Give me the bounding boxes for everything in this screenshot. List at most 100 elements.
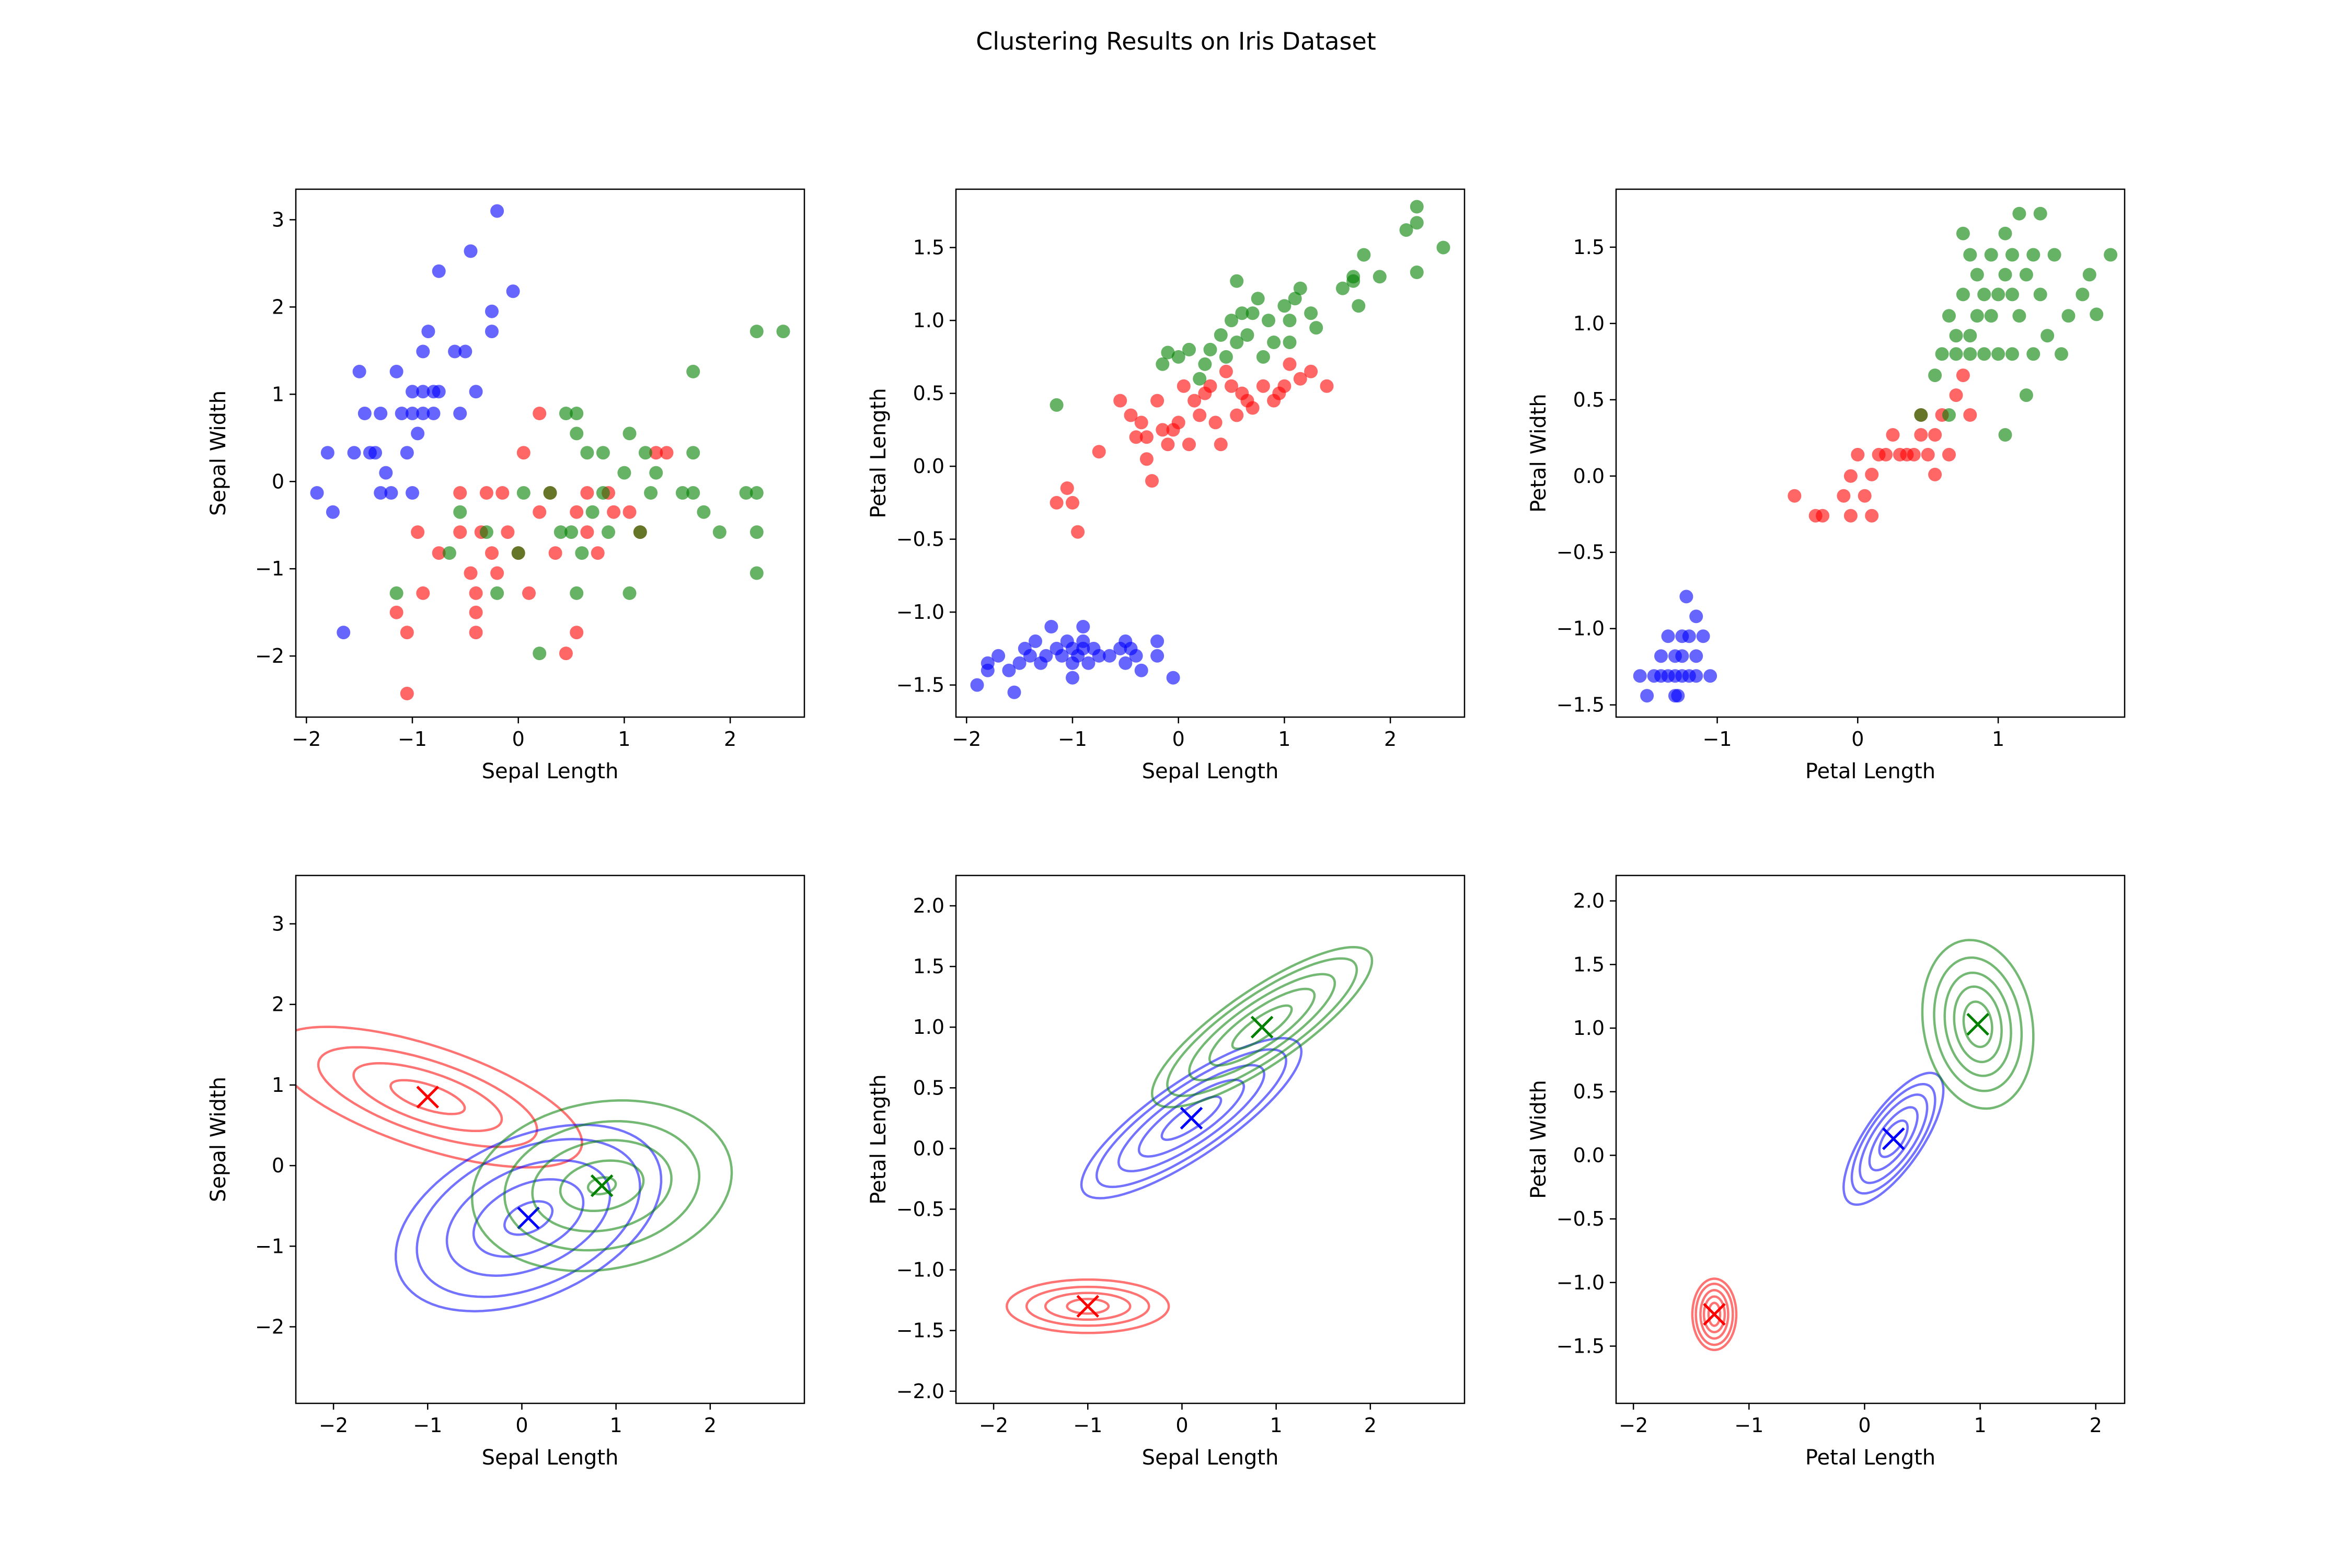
data-point — [981, 663, 995, 677]
contour-line — [1943, 971, 2012, 1077]
data-point — [580, 486, 594, 500]
data-point — [411, 525, 425, 539]
data-point — [495, 486, 510, 500]
data-point — [421, 325, 435, 339]
x-tick-label: −1 — [1073, 1414, 1102, 1437]
series-1 — [970, 620, 1180, 699]
data-point — [1193, 372, 1207, 386]
data-point — [511, 546, 525, 560]
data-point — [1071, 525, 1085, 539]
series-2 — [389, 407, 674, 700]
data-point — [1661, 629, 1675, 643]
data-point — [389, 586, 403, 600]
data-point — [1150, 394, 1165, 408]
data-point — [479, 486, 493, 500]
data-point — [1225, 314, 1238, 328]
data-point — [416, 344, 430, 359]
contour-line — [1699, 1289, 1730, 1340]
contour-line — [389, 1079, 466, 1115]
figure-title: Clustering Results on Iris Dataset — [976, 27, 1376, 55]
data-point — [516, 486, 531, 500]
data-point — [1320, 379, 1334, 393]
data-point — [432, 546, 446, 560]
axes-frame — [955, 188, 1466, 718]
contour-line — [1707, 1301, 1722, 1327]
data-point — [1837, 489, 1851, 503]
data-point — [374, 407, 388, 420]
data-point — [453, 407, 467, 420]
data-point — [1230, 336, 1244, 349]
y-axis: −1.5 −1.0 −0.5 0.0 0.5 1.0 1.5 Petal Length — [867, 236, 956, 697]
series-1 — [1633, 590, 1717, 703]
x-tick-label: −1 — [1703, 728, 1732, 751]
data-point — [1235, 306, 1249, 320]
data-point — [1081, 656, 1096, 670]
data-point — [1066, 671, 1079, 685]
data-point — [1949, 388, 1963, 402]
axes-frame — [1615, 188, 2126, 718]
data-point — [1145, 474, 1159, 488]
data-point — [1182, 437, 1196, 452]
data-point — [1970, 268, 1984, 282]
data-point — [1219, 364, 1233, 378]
x-tick-label: 1 — [1270, 1414, 1283, 1437]
data-point — [1865, 509, 1879, 523]
y-axis-label: Sepal Width — [206, 1077, 230, 1202]
data-point — [1161, 345, 1175, 360]
data-point — [1886, 428, 1900, 442]
data-point — [1956, 287, 1970, 302]
contour-line — [1842, 1071, 1945, 1206]
data-point — [1410, 266, 1424, 279]
data-point — [406, 407, 419, 420]
x-tick-label: −1 — [1734, 1414, 1763, 1437]
data-point — [1251, 292, 1265, 306]
y-tick-label: 1.0 — [913, 1016, 944, 1039]
data-point — [533, 505, 547, 519]
series-3 — [1914, 206, 2118, 442]
data-point — [622, 426, 637, 441]
data-point — [617, 466, 631, 480]
data-point — [564, 525, 578, 539]
data-point — [1029, 634, 1042, 648]
data-point — [570, 626, 584, 640]
cluster-center-marker — [590, 1174, 614, 1197]
data-point — [543, 486, 557, 500]
x-tick-label: −1 — [413, 1414, 442, 1437]
data-point — [1134, 416, 1148, 430]
data-point — [501, 525, 515, 539]
plot-area — [1633, 206, 2118, 703]
data-point — [464, 244, 478, 258]
y-tick-label: −0.5 — [896, 1198, 944, 1221]
contour-line — [503, 1200, 554, 1236]
x-tick-label: 0 — [512, 728, 525, 751]
data-point — [400, 626, 414, 640]
data-point — [2040, 329, 2055, 343]
data-point — [426, 407, 441, 420]
data-point — [686, 486, 700, 500]
data-point — [1277, 379, 1292, 393]
contour-line — [1208, 987, 1316, 1067]
contour-line — [1850, 1082, 1936, 1195]
data-point — [1865, 467, 1879, 481]
cluster-center-marker — [1076, 1295, 1100, 1318]
data-point — [368, 446, 382, 460]
x-axis: −2 −1 0 1 2 Petal Length — [1619, 1403, 2102, 1470]
data-point — [1139, 430, 1154, 444]
data-point — [1984, 309, 1998, 323]
data-point — [1935, 347, 1949, 361]
contour-line — [1702, 1295, 1726, 1333]
data-point — [2012, 309, 2026, 323]
axes-frame — [295, 188, 805, 718]
data-point — [1113, 394, 1127, 408]
data-point — [1002, 663, 1016, 677]
data-point — [1119, 656, 1133, 670]
x-tick-label: −1 — [398, 728, 427, 751]
data-point — [1012, 656, 1027, 670]
y-axis: −1.5 −1.0 −0.5 0.0 0.5 1.0 1.5 Petal Width — [1527, 236, 1616, 717]
data-point — [622, 505, 637, 519]
data-point — [2047, 248, 2061, 262]
cluster-center-marker — [1250, 1016, 1274, 1039]
data-point — [570, 505, 584, 519]
data-point — [2012, 206, 2026, 221]
data-point — [1129, 649, 1143, 663]
